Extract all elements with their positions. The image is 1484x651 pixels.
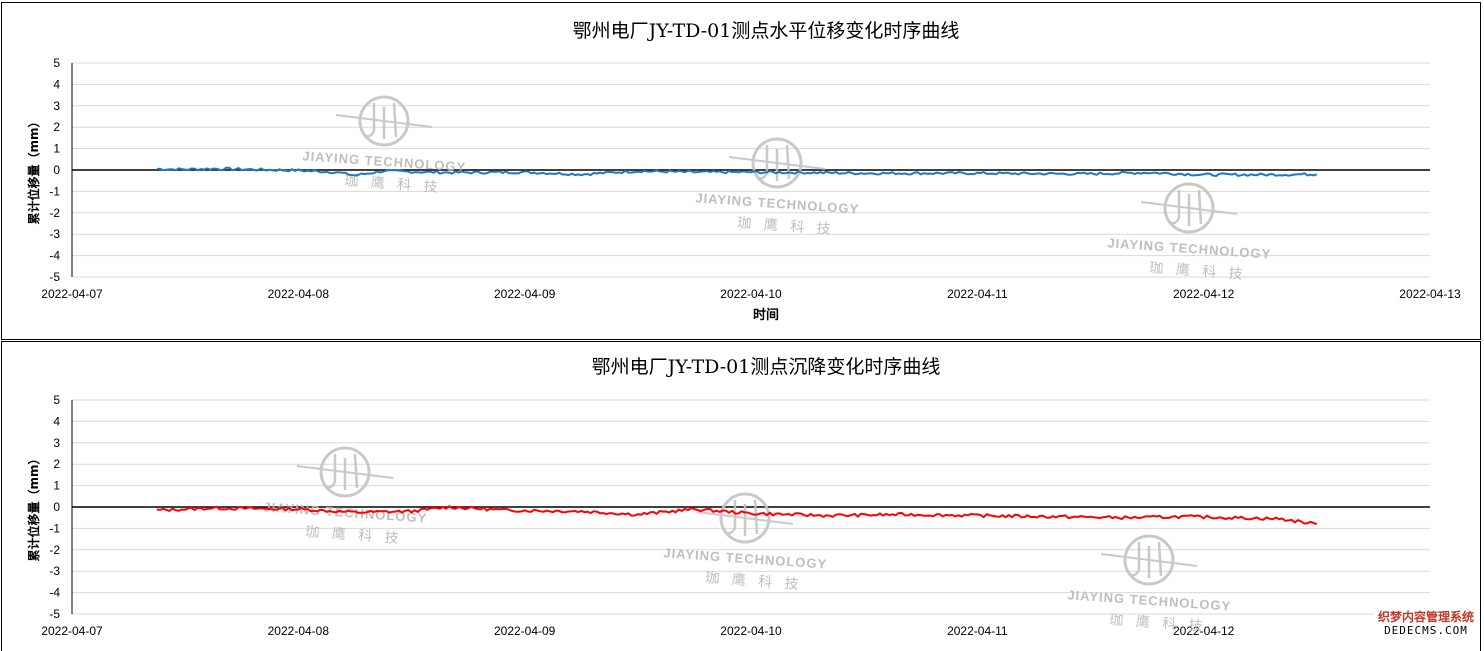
- watermark-logo-ring: [719, 492, 771, 544]
- y-tick-label: -3: [49, 227, 60, 241]
- y-tick-label: -5: [49, 270, 60, 284]
- chart-title: 鄂州电厂JY-TD-01测点沉降变化时序曲线: [592, 356, 941, 378]
- watermark-logo-ring: [1163, 182, 1215, 234]
- x-tick-label: 2022-04-10: [720, 624, 782, 638]
- x-tick-label: 2022-04-07: [41, 287, 103, 301]
- y-tick-label: 3: [53, 436, 60, 450]
- y-tick-label: -2: [49, 206, 60, 220]
- horizontal-displacement-chart-panel: 鄂州电厂JY-TD-01测点水平位移变化时序曲线 5 4 3 2 1 0 -1 -2 -3 -4 -5…: [1, 2, 1481, 340]
- y-tick-label: 1: [53, 142, 60, 156]
- y-tick-label: 2: [53, 120, 60, 134]
- watermark-text-cn: 珈 鹰 科 技: [705, 570, 803, 593]
- x-tick-label: 2022-04-09: [494, 287, 556, 301]
- watermark-text-en: JIAYING TECHNOLOGY: [1067, 587, 1232, 613]
- watermark-logo-mark: [724, 499, 759, 536]
- horizontal-displacement-chart: 鄂州电厂JY-TD-01测点水平位移变化时序曲线 5 4 3 2 1 0 -1 -2 -3 -4 -5…: [26, 20, 1461, 323]
- x-tick-label: 2022-04-12: [1173, 624, 1235, 638]
- y-tick-label: 5: [53, 56, 60, 70]
- settlement-chart: 鄂州电厂JY-TD-01测点沉降变化时序曲线 5 4 3 2 1 0 -1 -2 -3 -4 -5 20…: [26, 356, 1430, 638]
- series-line: [156, 166, 1318, 177]
- y-axis-label: 累计位移量（mm）: [26, 452, 41, 561]
- watermark-logo-mark: [363, 102, 398, 139]
- y-tick-label: -1: [49, 521, 60, 535]
- y-tick-label: -3: [49, 564, 60, 578]
- watermark-logo-ring: [358, 95, 410, 147]
- watermark-logo-mark: [1168, 189, 1203, 226]
- y-tick-label: 5: [53, 393, 60, 407]
- dedecms-logo-line2: DEDECMS.COM: [1384, 624, 1468, 637]
- y-tick-label: 1: [53, 479, 60, 493]
- watermark-text-cn: 珈 鹰 科 技: [344, 173, 442, 196]
- y-tick-label: 0: [53, 163, 60, 177]
- settlement-chart-panel: 鄂州电厂JY-TD-01测点沉降变化时序曲线 5 4 3 2 1 0 -1 -2 -3 -4 -5 20…: [1, 341, 1481, 651]
- watermark-logo-mark: [1128, 541, 1163, 578]
- x-tick-label: 2022-04-08: [268, 287, 330, 301]
- y-tick-label: 3: [53, 99, 60, 113]
- y-tick-label: 4: [53, 77, 60, 91]
- x-tick-label: 2022-04-12: [1173, 287, 1235, 301]
- y-tick-label: -1: [49, 184, 60, 198]
- watermark-text-cn: 珈 鹰 科 技: [305, 524, 403, 547]
- y-axis-label: 累计位移量（mm）: [26, 115, 41, 224]
- x-tick-label: 2022-04-10: [720, 287, 782, 301]
- watermark-text-cn: 珈 鹰 科 技: [737, 215, 835, 238]
- x-tick-label: 2022-04-13: [1399, 287, 1461, 301]
- x-tick-label: 2022-04-11: [947, 287, 1008, 301]
- y-tick-label: -4: [49, 586, 60, 600]
- watermark-text-en: JIAYING TECHNOLOGY: [663, 545, 828, 571]
- series-line: [156, 505, 1318, 526]
- chart-title: 鄂州电厂JY-TD-01测点水平位移变化时序曲线: [573, 20, 960, 42]
- y-tick-label: -5: [49, 607, 60, 621]
- dedecms-logo-line1: 织梦内容管理系统: [1377, 610, 1474, 624]
- watermark-logo-ring: [751, 137, 803, 189]
- watermark-text-cn: 珈 鹰 科 技: [1109, 612, 1207, 635]
- x-tick-label: 2022-04-09: [494, 624, 556, 638]
- y-tick-label: 0: [53, 500, 60, 514]
- y-tick-label: 2: [53, 457, 60, 471]
- x-tick-label: 2022-04-08: [268, 624, 330, 638]
- x-tick-label: 2022-04-11: [947, 624, 1008, 638]
- watermark-text-cn: 珈 鹰 科 技: [1149, 260, 1247, 283]
- dedecms-logo[interactable]: 织梦内容管理系统 DEDECMS.COM: [1374, 610, 1478, 637]
- watermark-logo-ring: [319, 446, 371, 498]
- watermark-text-en: JIAYING TECHNOLOGY: [1107, 235, 1272, 261]
- y-tick-label: 4: [53, 414, 60, 428]
- y-tick-label: -4: [49, 249, 60, 263]
- watermark-logo-ring: [1123, 534, 1175, 586]
- x-axis-label: 时间: [753, 307, 779, 323]
- x-tick-label: 2022-04-07: [41, 624, 103, 638]
- y-tick-label: -2: [49, 543, 60, 557]
- watermark-logo-mark: [324, 453, 359, 490]
